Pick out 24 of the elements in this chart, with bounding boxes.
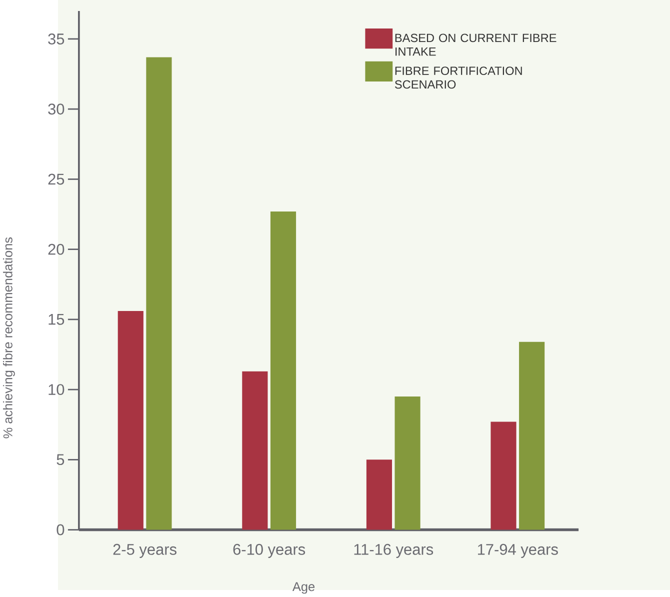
y-tick-label: 25 <box>48 174 64 185</box>
x-tick-label: 6-10 years <box>233 544 306 558</box>
bar <box>242 371 268 530</box>
bar <box>394 396 420 530</box>
y-tick-label: 35 <box>48 34 64 45</box>
y-tick-label: 0 <box>56 524 64 536</box>
bar <box>270 212 296 530</box>
legend-label: FIBRE FORTIFICATION SCENARIO <box>394 66 522 89</box>
bar <box>519 342 545 530</box>
bar <box>118 311 144 530</box>
legend-label: BASED ON CURRENT FIBRE INTAKE <box>395 34 556 56</box>
y-tick-label: 10 <box>48 384 64 396</box>
bar <box>490 422 516 530</box>
x-axis-title: Age <box>292 582 315 594</box>
bar <box>146 57 172 530</box>
y-tick-label: 5 <box>56 454 64 466</box>
y-axis-title: % achieving fibre recommendations <box>3 238 15 438</box>
x-tick-label: 11-16 years <box>354 544 434 558</box>
x-tick-label: 17-94 years <box>478 544 558 558</box>
y-tick-label: 30 <box>48 104 64 115</box>
bar <box>366 460 392 530</box>
x-tick-label: 2-5 years <box>113 544 176 558</box>
y-tick-label: 15 <box>48 314 64 325</box>
y-tick-label: 20 <box>48 244 64 255</box>
